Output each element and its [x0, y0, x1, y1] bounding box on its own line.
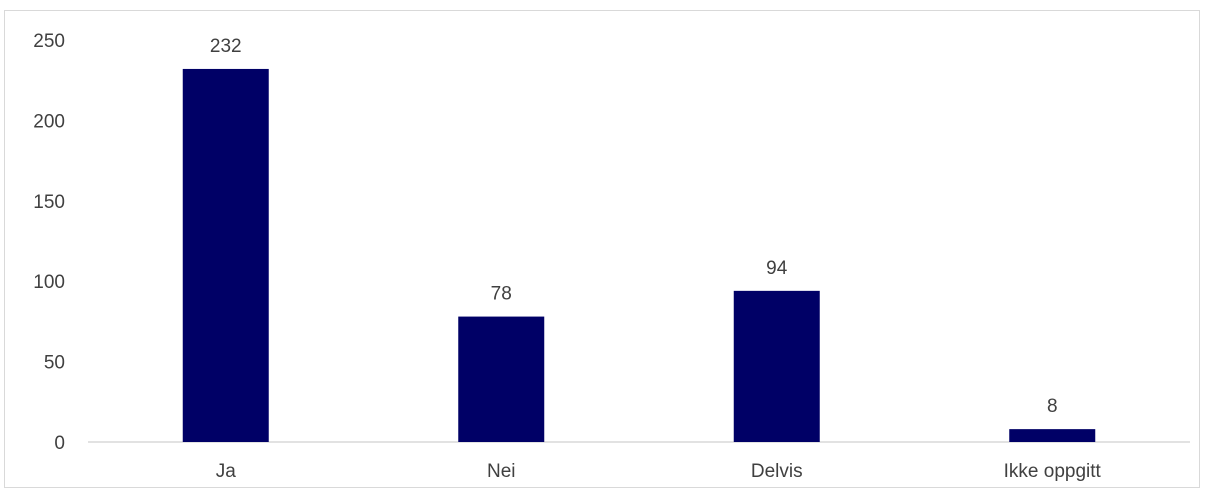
- data-label: 232: [210, 36, 242, 57]
- bar: [182, 68, 269, 442]
- data-label: 94: [766, 258, 788, 279]
- x-tick-label: Nei: [487, 461, 516, 482]
- data-label: 8: [1047, 396, 1058, 417]
- x-tick-label: Delvis: [751, 461, 803, 482]
- y-tick-label: 150: [33, 192, 65, 213]
- bar: [1009, 429, 1096, 442]
- y-tick-label: 0: [54, 433, 65, 454]
- bars: [182, 68, 1096, 442]
- x-tick-label: Ikke oppgitt: [1004, 461, 1102, 482]
- data-label: 78: [491, 284, 512, 305]
- data-labels: 232 78 94 8: [210, 36, 1058, 417]
- y-tick-label: 200: [33, 111, 65, 132]
- y-tick-label: 50: [44, 353, 65, 374]
- x-axis-labels: Ja Nei Delvis Ikke oppgitt: [216, 461, 1102, 482]
- y-tick-label: 250: [33, 31, 65, 52]
- bar: [733, 290, 820, 442]
- bar: [458, 316, 545, 442]
- y-axis-ticks: 0 50 100 150 200 250: [33, 31, 65, 454]
- y-tick-label: 100: [33, 272, 65, 293]
- x-tick-label: Ja: [216, 461, 237, 482]
